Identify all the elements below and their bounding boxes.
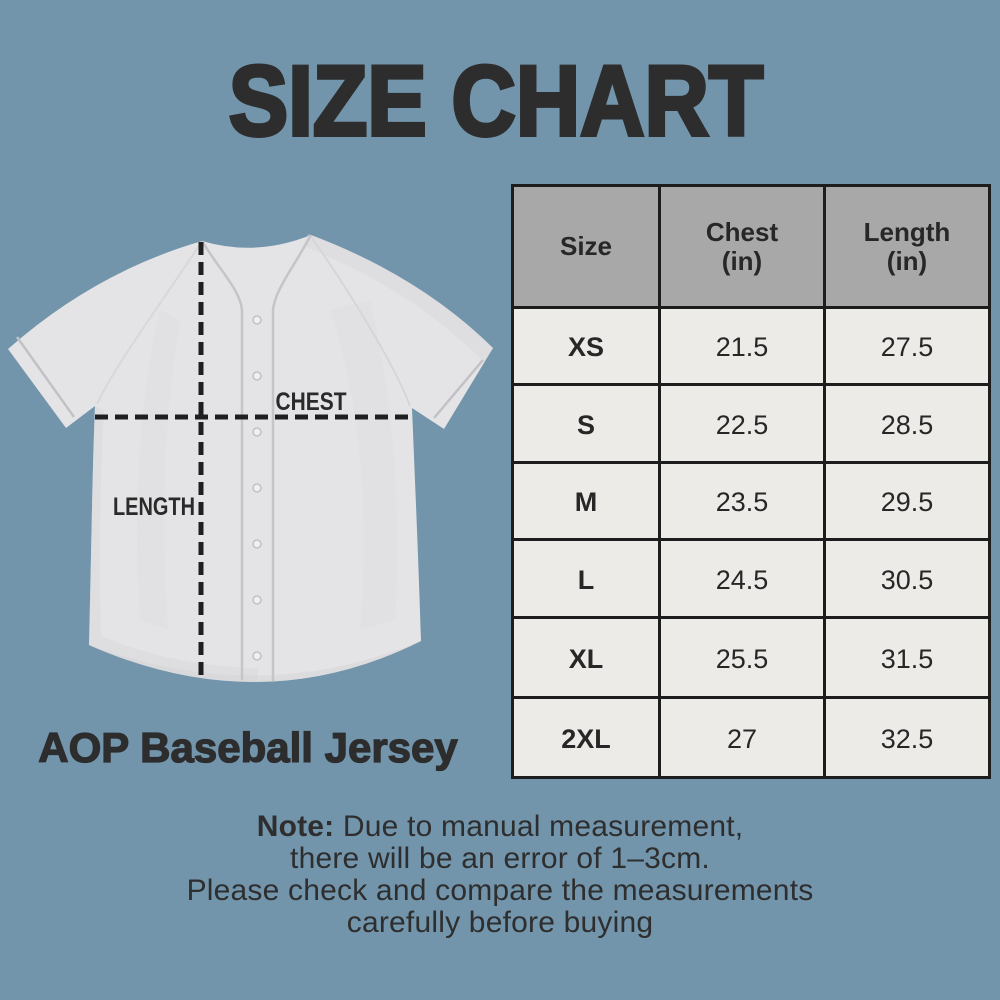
- svg-text:LENGTH: LENGTH: [113, 493, 195, 521]
- svg-text:CHEST: CHEST: [276, 388, 347, 416]
